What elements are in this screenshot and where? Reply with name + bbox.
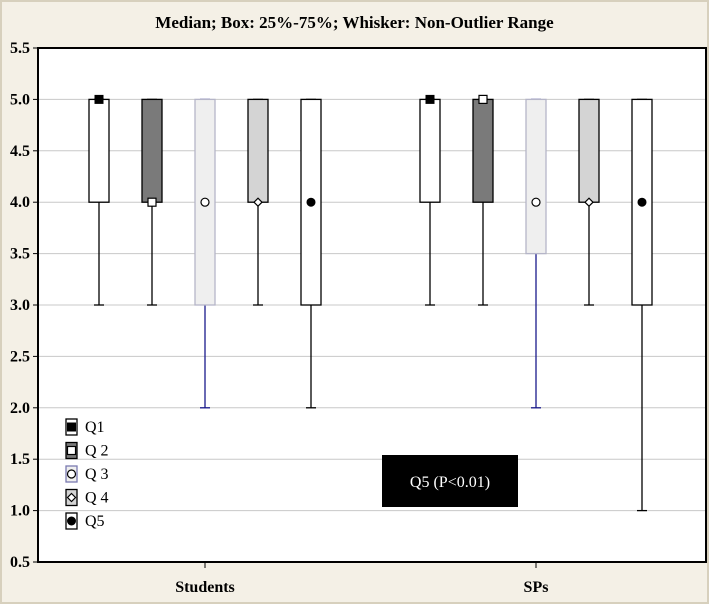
y-tick-label: 2.0 <box>10 400 30 417</box>
median-marker <box>147 197 157 207</box>
x-category-label: SPs <box>524 579 549 596</box>
iqr-box <box>578 98 600 203</box>
legend-label: Q1 <box>85 419 105 436</box>
legend-marker <box>66 445 77 456</box>
legend-item: Q5 <box>65 512 105 530</box>
iqr-box <box>525 98 547 255</box>
iqr-box <box>472 98 494 203</box>
median-marker <box>637 197 647 207</box>
box-sps-q3 <box>525 98 547 409</box>
iqr-box <box>141 98 163 203</box>
box-sps-q2 <box>472 94 494 306</box>
y-tick-label: 5.5 <box>10 40 30 57</box>
median-marker <box>200 197 210 207</box>
median-marker <box>584 197 594 208</box>
annotation: Q5 (P<0.01) <box>382 455 518 507</box>
plot-border <box>37 47 707 563</box>
legend-marker <box>67 516 76 526</box>
median-marker <box>478 94 488 105</box>
box-sps-q1 <box>419 94 441 306</box>
legend-label: Q5 <box>85 513 105 530</box>
box-students-q3 <box>194 98 216 409</box>
legend-item: Q 3 <box>65 465 109 483</box>
y-tick-label: 5.0 <box>10 91 30 108</box>
legend-marker <box>66 469 77 479</box>
iqr-box <box>419 98 441 203</box>
box-students-q5 <box>300 98 322 409</box>
y-tick-label: 2.5 <box>10 348 30 365</box>
y-tick-label: 3.0 <box>10 297 30 314</box>
y-tick-label: 4.5 <box>10 143 30 160</box>
y-tick-label: 0.5 <box>10 554 30 571</box>
legend-marker <box>66 492 77 503</box>
x-category-label: Students <box>175 579 235 596</box>
legend-item: Q 4 <box>65 488 109 507</box>
box-students-q1 <box>88 94 110 306</box>
median-marker <box>253 197 263 208</box>
median-marker <box>531 197 541 207</box>
legend-item: Q 2 <box>65 441 109 460</box>
box-sps-q5 <box>631 98 653 512</box>
box-students-q2 <box>141 98 163 306</box>
legend-marker <box>67 422 76 432</box>
iqr-box <box>247 98 269 203</box>
iqr-box <box>88 98 110 203</box>
y-tick-label: 1.5 <box>10 451 30 468</box>
median-marker <box>425 94 435 104</box>
legend-label: Q 3 <box>85 466 109 483</box>
legend-label: Q 2 <box>85 443 109 460</box>
annotation-text: Q5 (P<0.01) <box>410 474 490 491</box>
box-students-q4 <box>247 98 269 306</box>
box-sps-q4 <box>578 98 600 306</box>
legend-item: Q1 <box>65 418 105 436</box>
y-tick-label: 4.0 <box>10 194 30 211</box>
median-marker <box>306 197 316 207</box>
y-tick-label: 3.5 <box>10 246 30 263</box>
y-tick-label: 1.0 <box>10 503 30 520</box>
annotation-box <box>382 455 518 507</box>
chart-title: Median; Box: 25%-75%; Whisker: Non-Outli… <box>155 13 554 32</box>
legend: Q1 Q 2 Q 3 Q 4 Q5 <box>65 418 109 530</box>
legend-label: Q 4 <box>85 490 109 507</box>
median-marker <box>94 94 104 104</box>
